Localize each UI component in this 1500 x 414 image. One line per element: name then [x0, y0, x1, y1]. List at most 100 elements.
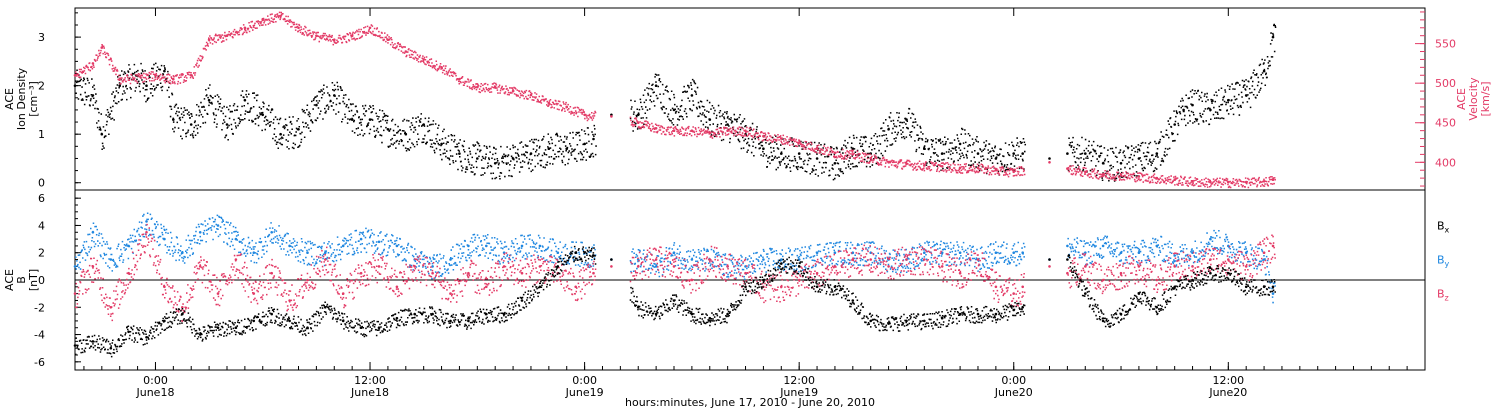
ion-density-series-point — [1066, 152, 1069, 155]
bx-series-point — [744, 285, 747, 289]
top-right-tick-label: 400 — [1435, 156, 1456, 169]
x-tick-date-label: June20 — [1208, 386, 1247, 399]
top-right-axis-title-line: ACE — [1455, 88, 1468, 110]
bx-series-samples — [75, 245, 1276, 358]
top-right-axis-title-line: [km/s] — [1479, 81, 1492, 116]
by-series-point — [762, 258, 765, 261]
by-series-point — [324, 251, 327, 254]
bx-series-point — [1066, 258, 1069, 261]
ion-density-series-point — [458, 152, 461, 155]
ion-density-series-point — [833, 162, 837, 165]
bx-series-point — [610, 258, 613, 261]
bz-series-point — [1012, 292, 1015, 295]
bx-series-point — [994, 312, 998, 316]
x-tick-time-label: 12:00 — [1212, 374, 1244, 387]
legend-subscript: z — [1445, 294, 1449, 303]
bx-series-point — [324, 306, 327, 309]
by-series-point — [994, 251, 998, 254]
bx-series-point — [851, 299, 855, 302]
legend-subscript: y — [1445, 260, 1450, 269]
bx-series-point — [1101, 319, 1105, 323]
top-right-axis-title: ACE Velocity [km/s] — [1455, 77, 1492, 121]
velocity-series — [73, 11, 1276, 189]
legend-entry-y: By — [1437, 254, 1450, 269]
bz-series-point — [887, 265, 890, 268]
ion-density-series-point — [762, 147, 765, 150]
bz-series-point — [815, 271, 819, 275]
ion-density-series-point — [493, 162, 497, 165]
by-series-samples — [75, 212, 1276, 304]
top-right-tick-label: 450 — [1435, 117, 1456, 130]
bz-series-point — [726, 265, 729, 268]
ion-density-series-point — [780, 152, 783, 155]
bx-series-point — [1209, 271, 1212, 275]
x-tick-time-label: 0:00 — [572, 374, 597, 387]
bottom-left-tick-label: 4 — [38, 219, 45, 232]
bx-series — [73, 245, 1276, 358]
legend-entry-x: Bx — [1437, 219, 1450, 234]
by-series-point — [270, 231, 274, 234]
ion-density-series-point — [368, 118, 372, 121]
bx-series-point — [1084, 292, 1087, 295]
bz-series-point — [610, 265, 613, 268]
bx-series-point — [690, 312, 694, 316]
top-right-axis-title-line: Velocity — [1467, 77, 1480, 121]
ion-density-series-point — [1021, 152, 1024, 155]
by-series-point — [1012, 251, 1015, 254]
bx-series-point — [252, 319, 256, 323]
top-right-tick-label: 550 — [1435, 38, 1456, 51]
bz-series-point — [869, 258, 872, 261]
velocity-series-point — [958, 166, 962, 170]
top-left-axis-title: ACE Ion Density [cm⁻³] — [3, 67, 40, 130]
bz-series-point — [520, 271, 524, 275]
by-series-point — [1209, 237, 1212, 241]
by-series-point — [145, 220, 148, 223]
legend-entry-z: Bz — [1437, 288, 1449, 303]
ion-density-series-point — [1119, 162, 1123, 165]
ion-density-series-point — [207, 98, 211, 102]
bz-series-point — [1119, 271, 1123, 275]
by-series-point — [216, 224, 220, 227]
bz-series-point — [654, 258, 658, 261]
by-series — [73, 212, 1276, 304]
by-series-point — [485, 244, 488, 248]
x-tick-date-label: June19 — [779, 386, 818, 399]
bx-series-point — [976, 312, 980, 316]
bottom-left-axis-title-line: B — [15, 276, 28, 284]
bottom-left-tick-label: 6 — [38, 192, 45, 205]
ion-density-series-point — [958, 142, 962, 146]
bx-series-point — [780, 262, 783, 265]
x-axis: 0:00June1812:00June180:00June1912:00June… — [83, 8, 1408, 409]
top-left-tick-label: 2 — [38, 80, 45, 93]
velocity-series-point — [1048, 161, 1051, 164]
x-tick-time-label: 12:00 — [354, 374, 386, 387]
bottom-left-tick-label: 2 — [38, 247, 45, 260]
bx-series-point — [109, 346, 113, 350]
bx-series-point — [520, 299, 524, 302]
bx-series-point — [270, 312, 274, 316]
bz-series-point — [1048, 265, 1051, 268]
ion-density-series-point — [1262, 69, 1266, 73]
ion-density-series-point — [225, 123, 229, 126]
ion-density-series-point — [118, 84, 121, 87]
bx-series-point — [234, 326, 238, 330]
bottom-left-axis-title: ACE B [nT] — [3, 269, 40, 291]
bz-series-point — [1191, 265, 1194, 268]
bz-series-point — [1137, 265, 1141, 268]
by-series-point — [395, 244, 399, 248]
bottom-left-tick-label: 0 — [38, 274, 45, 287]
ion-density-series-point — [1191, 103, 1194, 107]
ion-density-series-point — [815, 157, 819, 160]
ion-density-series-point — [476, 157, 479, 160]
velocity-series-point — [1137, 175, 1141, 178]
bx-series-point — [467, 319, 470, 323]
by-series-point — [833, 251, 837, 254]
ion-density-series-point — [163, 69, 166, 73]
bz-series-point — [395, 285, 399, 289]
ion-density-series-point — [386, 128, 390, 131]
ion-density-series-point — [73, 84, 77, 87]
bx-series-point — [654, 312, 658, 316]
bz-series-point — [324, 258, 327, 261]
